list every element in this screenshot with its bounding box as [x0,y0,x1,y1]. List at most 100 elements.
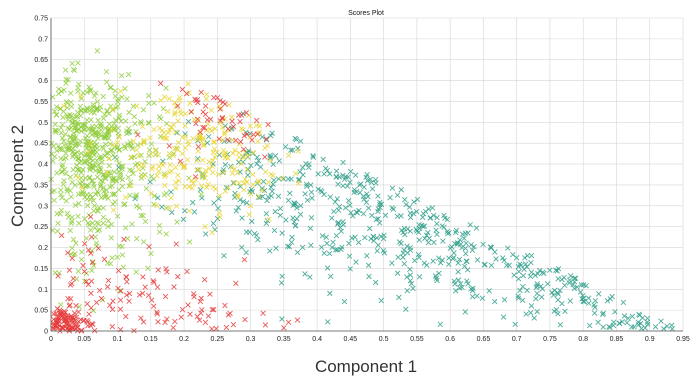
data-point [74,166,81,173]
data-point [567,273,574,279]
data-point [106,156,112,162]
x-tick-label: 0.5 [379,336,389,343]
data-point [454,241,460,247]
data-point [555,311,561,317]
data-point [167,127,173,133]
data-point [211,138,217,145]
data-point [93,299,100,306]
data-point [292,201,299,207]
data-point [501,297,508,303]
data-point [389,185,396,191]
data-point [197,187,204,193]
data-point [198,191,204,198]
data-point [162,171,169,178]
data-point [232,190,238,197]
data-point [175,146,181,153]
data-point [156,114,163,120]
data-point [67,227,74,234]
data-point [52,121,58,128]
data-point [65,250,71,256]
data-point [538,283,544,289]
data-point [151,279,157,286]
data-point [550,292,557,298]
data-point [51,108,58,114]
data-point [63,150,69,157]
data-point [72,251,78,257]
data-point [212,125,218,132]
data-point [583,282,589,289]
data-point [63,317,70,323]
data-point [89,177,96,184]
data-point [523,311,529,317]
data-point [249,137,255,143]
data-point [299,244,306,251]
data-point [327,273,334,280]
data-point [345,197,352,204]
data-point [315,186,321,192]
data-point [123,313,129,320]
data-point [178,314,184,320]
data-point [410,285,416,292]
data-point [187,311,193,317]
data-point [244,179,250,185]
data-point [95,162,102,168]
data-point [83,108,90,114]
data-point [235,204,242,211]
data-point [77,180,83,186]
data-point [184,156,191,163]
y-tick-label: 0 [44,329,48,336]
data-point [220,169,227,175]
data-point [592,304,598,311]
data-point [103,68,110,75]
data-point [58,207,65,214]
data-point [230,123,237,130]
data-point [488,262,495,269]
data-point [289,234,295,241]
data-point [148,173,155,180]
data-point [102,153,108,159]
data-point [142,158,148,165]
data-point [61,87,67,93]
data-point [439,223,445,229]
data-point [101,256,108,262]
data-point [664,323,670,329]
data-point [239,244,245,251]
data-point [77,138,84,144]
data-point [290,215,296,221]
data-point [190,180,197,187]
data-point [283,217,289,223]
data-point [182,110,189,117]
data-point [241,133,248,139]
data-point [493,256,499,262]
data-point [347,179,353,185]
data-point [132,120,138,127]
data-point [163,231,169,237]
data-point [85,322,91,329]
data-point [202,103,209,109]
data-point [250,149,257,156]
data-point [486,288,492,294]
data-point [91,184,97,190]
data-point [309,195,315,201]
data-point [150,303,157,309]
data-point [146,147,153,153]
x-tick-label: 0.3 [246,336,256,343]
data-point [233,137,239,144]
data-point [114,254,121,260]
data-point [459,284,465,291]
data-point [229,164,235,171]
data-point [375,208,381,215]
data-point [340,172,346,179]
data-point [247,203,254,209]
data-point [64,186,70,192]
data-point [553,267,559,273]
data-point [170,152,176,159]
data-point [612,309,618,315]
data-point [242,149,249,156]
data-point [123,292,130,298]
data-point [116,186,122,193]
data-point [207,291,213,297]
data-point [91,93,98,99]
data-point [80,262,86,269]
data-point [186,183,192,190]
